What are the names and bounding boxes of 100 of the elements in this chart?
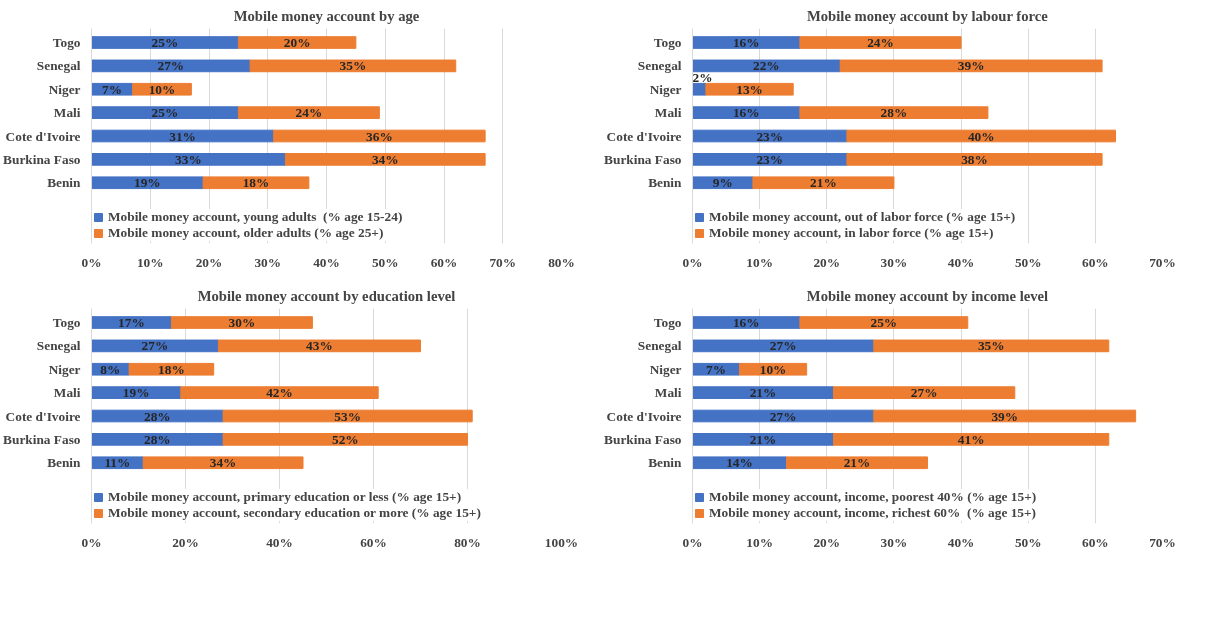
x-tick-label: 30% [880,534,908,550]
y-tick-label: Benin [47,455,82,471]
bar [692,59,841,73]
chart-title: Mobile money account by income level [806,287,1049,304]
legend-label: Mobile money account, primary education or less (% age 15+) [108,489,462,505]
data-label: 18% [242,175,270,191]
x-tick-label: 40% [947,254,975,270]
y-tick-label: Cote d'Ivoire [5,128,81,144]
bar [692,106,801,119]
data-label: 16% [732,315,760,331]
y-tick-label: Niger [649,361,682,377]
chart-title: Mobile money account by education level [197,287,456,304]
x-tick-label: 100% [544,534,579,550]
bar [752,176,895,190]
bar [91,59,251,73]
data-label: 36% [366,128,393,144]
x-tick-label: 30% [880,254,908,270]
y-tick-label: Mali [654,385,682,401]
legend-label: Mobile money account, older adults (% age 25+) [108,225,384,241]
bar [692,36,801,49]
y-tick-label: Togo [653,35,682,51]
data-label: 16% [732,105,760,121]
data-label: 40% [967,128,995,144]
data-label: 25% [870,315,898,331]
bar [833,386,1016,399]
x-tick-label: 10% [746,534,773,550]
bar [91,36,239,49]
data-label: 17% [118,315,145,331]
x-tick-label: 50% [1014,534,1042,550]
data-label: 27% [157,58,185,74]
bar [873,339,1110,353]
x-tick-label: 10% [746,254,773,270]
bar [91,433,224,446]
y-tick-label: Cote d'Ivoire [606,128,682,144]
legend-label: Mobile money account, out of labor force (% age 15+) [709,209,1016,225]
data-label: 21% [843,455,871,471]
data-label: 25% [151,35,179,51]
data-label: 28% [880,105,908,121]
y-tick-label: Togo [653,315,682,331]
bar [91,339,219,353]
x-tick-label: 60% [430,254,458,270]
data-label: 2% [692,70,713,86]
data-label: 43% [306,338,333,354]
x-tick-label: 70% [1149,254,1176,270]
y-tick-label: Senegal [637,58,682,74]
data-label: 53% [334,408,361,424]
legend-label: Mobile money account, income, poorest 40% (% age 15+) [709,489,1037,505]
bar [222,433,468,446]
data-label: 31% [169,128,196,144]
bar [833,433,1110,446]
chart-title: Mobile money account by age [233,7,420,24]
y-tick-label: Niger [48,361,81,377]
data-label: 39% [957,58,985,74]
data-label: 41% [957,431,985,447]
data-label: 11% [104,455,131,471]
x-tick-label: 60% [1082,534,1109,550]
bar [692,456,787,470]
x-tick-label: 80% [454,534,481,550]
y-tick-label: Togo [52,315,81,331]
y-tick-label: Burkina Faso [604,151,682,167]
legend-label: Mobile money account, income, richest 60% (% age 15+) [709,505,1037,521]
bar [237,106,380,119]
x-tick-label: 50% [371,254,399,270]
y-tick-label: Mali [53,105,81,121]
bar [170,316,313,329]
bar [692,386,834,399]
data-label: 39% [991,408,1019,424]
data-label: 27% [769,408,797,424]
bar [180,386,379,399]
y-tick-label: Senegal [637,338,682,354]
bar [786,456,928,470]
bar [846,153,1103,166]
data-label: 21% [749,431,777,447]
x-tick-label: 0% [81,254,102,270]
bar [91,176,204,190]
data-label: 19% [122,385,150,401]
bar [222,409,473,423]
bar [284,153,486,166]
data-label: 8% [100,361,121,377]
x-tick-label: 20% [172,534,199,550]
data-label: 7% [102,81,123,97]
bar [692,433,834,446]
data-label: 38% [961,151,988,167]
data-label: 25% [151,105,179,121]
data-label: 9% [712,175,733,191]
bar [799,106,989,119]
y-tick-label: Burkina Faso [604,431,682,447]
bar [249,59,457,73]
bar [692,153,848,166]
x-tick-label: 60% [1082,254,1109,270]
bar [273,129,486,143]
y-tick-label: Niger [649,81,682,97]
data-label: 24% [295,105,323,121]
y-tick-label: Benin [47,175,82,191]
data-label: 16% [732,35,760,51]
x-tick-label: 70% [489,254,517,270]
data-label: 22% [753,58,780,74]
data-label: 34% [209,455,237,471]
y-tick-label: Niger [48,81,81,97]
x-tick-label: 0% [81,534,102,550]
